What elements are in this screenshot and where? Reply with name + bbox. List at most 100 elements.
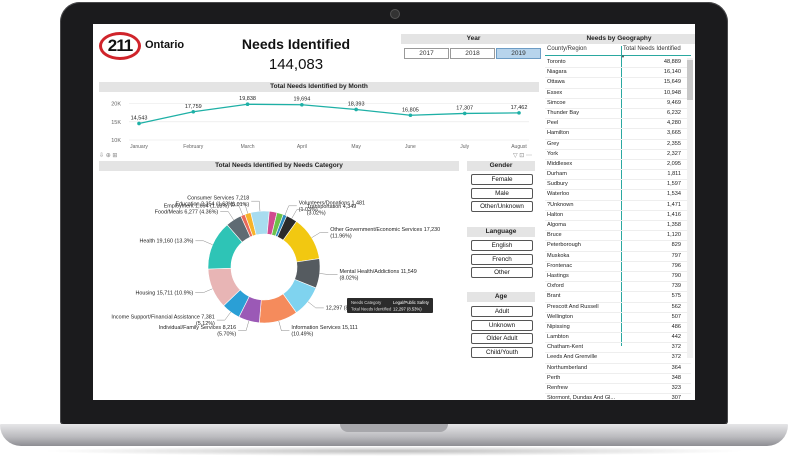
table-row[interactable]: Northumberland 364 bbox=[545, 364, 691, 374]
row-county: Northumberland bbox=[547, 364, 588, 371]
logo: 211 Ontario bbox=[99, 30, 189, 64]
gender-option-female[interactable]: Female bbox=[471, 174, 533, 185]
table-row[interactable]: Bruce 1,120 bbox=[545, 231, 691, 242]
table-row[interactable]: Perth 348 bbox=[545, 374, 691, 384]
data-point[interactable] bbox=[462, 111, 467, 116]
slice-label: Housing 15,711 (10.9%) bbox=[135, 290, 193, 296]
row-county: Sudbury bbox=[547, 181, 568, 188]
table-row[interactable]: Toronto 48,889 bbox=[545, 58, 691, 69]
data-label: 18,393 bbox=[348, 101, 365, 107]
column-total-needs[interactable]: Total Needs Identified bbox=[623, 46, 681, 52]
table-row[interactable]: Leeds And Grenville 372 bbox=[545, 353, 691, 364]
tooltip-value-label: Total Needs Identified bbox=[351, 307, 392, 312]
visual-header-icons[interactable]: ▽ ⊡ ⋯ bbox=[513, 153, 532, 159]
age-option-child-youth[interactable]: Child/Youth bbox=[471, 347, 533, 358]
row-value: 1,534 bbox=[667, 191, 681, 198]
row-county: Thunder Bay bbox=[547, 109, 580, 116]
table-row[interactable]: Oxford 739 bbox=[545, 282, 691, 293]
age-option-adult[interactable]: Adult bbox=[471, 306, 533, 317]
table-row[interactable]: Renfrew 323 bbox=[545, 384, 691, 395]
table-row[interactable]: Peterborough 829 bbox=[545, 241, 691, 252]
year-option-2018[interactable]: 2018 bbox=[450, 48, 495, 59]
slice-label: 12,297 (8.53%) bbox=[326, 306, 363, 312]
slice-label: Information Services 15,111 bbox=[291, 325, 357, 331]
row-value: 1,358 bbox=[667, 222, 681, 228]
slice-label: Employment 1,694 (1.18%) bbox=[164, 204, 230, 210]
geography-column-headers: County/Region Total Needs Identified bbox=[545, 46, 691, 56]
table-row[interactable]: Wellington 507 bbox=[545, 313, 691, 323]
table-row[interactable]: ?Unknown 1,471 bbox=[545, 201, 691, 211]
table-row[interactable]: Niagara 16,140 bbox=[545, 68, 691, 79]
gender-option-male[interactable]: Male bbox=[471, 188, 533, 199]
age-header: Age bbox=[467, 292, 535, 302]
table-row[interactable]: Simcoe 9,469 bbox=[545, 99, 691, 109]
table-row[interactable]: Hamilton 3,665 bbox=[545, 129, 691, 140]
category-chart-title: Total Needs Identified by Needs Category bbox=[99, 161, 459, 171]
data-label: 14,543 bbox=[131, 115, 148, 121]
table-row[interactable]: York 2,327 bbox=[545, 150, 691, 160]
table-row[interactable]: Essex 10,948 bbox=[545, 89, 691, 99]
row-county: Durham bbox=[547, 171, 567, 178]
age-option-older-adult[interactable]: Older Adult bbox=[471, 333, 533, 344]
table-row[interactable]: Hastings 790 bbox=[545, 272, 691, 283]
row-county: Ottawa bbox=[547, 79, 565, 86]
year-option-2019[interactable]: 2019 bbox=[496, 48, 541, 59]
geography-table: Toronto 48,889 Niagara 16,140 Ottawa 15,649 Es… bbox=[545, 58, 691, 400]
row-county: Waterloo bbox=[547, 191, 570, 198]
data-point[interactable] bbox=[245, 102, 250, 107]
table-row[interactable]: Peel 4,280 bbox=[545, 119, 691, 130]
camera-icon bbox=[391, 10, 399, 18]
geography-scrollbar[interactable] bbox=[687, 58, 693, 358]
data-point[interactable] bbox=[191, 109, 196, 114]
table-row[interactable]: Chatham-Kent 372 bbox=[545, 343, 691, 354]
table-row[interactable]: Durham 1,811 bbox=[545, 170, 691, 181]
row-county: Frontenac bbox=[547, 262, 573, 269]
year-option-2017[interactable]: 2017 bbox=[404, 48, 449, 59]
table-row[interactable]: Algoma 1,358 bbox=[545, 221, 691, 232]
language-option-french[interactable]: French bbox=[471, 254, 533, 265]
table-row[interactable]: Stormont, Dundas And Gl... 307 bbox=[545, 394, 691, 400]
column-county-region[interactable]: County/Region bbox=[547, 46, 587, 52]
tooltip-box bbox=[347, 298, 433, 313]
table-row[interactable]: Brant 575 bbox=[545, 292, 691, 303]
language-option-other[interactable]: Other bbox=[471, 267, 533, 278]
table-row[interactable]: Ottawa 15,649 bbox=[545, 78, 691, 89]
table-row[interactable]: Grey 2,355 bbox=[545, 140, 691, 150]
geography-scroll-thumb[interactable] bbox=[687, 60, 693, 100]
age-option-unknown[interactable]: Unknown bbox=[471, 320, 533, 331]
visual-toolbar-icons[interactable]: ⇩ ⊕ ⊞ bbox=[99, 153, 118, 159]
column-divider bbox=[621, 46, 622, 346]
laptop-shadow bbox=[40, 446, 748, 456]
leader-line bbox=[307, 301, 324, 309]
table-row[interactable]: Thunder Bay 6,232 bbox=[545, 109, 691, 120]
data-label: 16,805 bbox=[402, 107, 419, 113]
table-row[interactable]: Nipissing 486 bbox=[545, 323, 691, 334]
language-option-english[interactable]: English bbox=[471, 240, 533, 251]
row-value: 48,889 bbox=[663, 59, 681, 65]
table-row[interactable]: Lambton 442 bbox=[545, 333, 691, 344]
table-row[interactable]: Waterloo 1,534 bbox=[545, 190, 691, 201]
table-row[interactable]: Sudbury 1,597 bbox=[545, 180, 691, 191]
row-county: Nipissing bbox=[547, 323, 570, 330]
row-county: Hamilton bbox=[547, 130, 570, 137]
data-point[interactable] bbox=[517, 111, 521, 115]
data-point[interactable] bbox=[300, 102, 304, 107]
leader-line bbox=[284, 205, 297, 216]
row-county: ?Unknown bbox=[547, 201, 574, 208]
table-row[interactable]: Muskoka 797 bbox=[545, 252, 691, 262]
series-line bbox=[138, 103, 520, 125]
table-row[interactable]: Middlesex 2,095 bbox=[545, 160, 691, 171]
table-row[interactable]: Prescott And Russell 562 bbox=[545, 303, 691, 313]
sort-descending-icon[interactable]: ▼ bbox=[621, 54, 625, 59]
row-county: Bruce bbox=[547, 232, 562, 239]
row-value: 575 bbox=[671, 293, 681, 300]
table-row[interactable]: Frontenac 796 bbox=[545, 262, 691, 272]
row-county: Essex bbox=[547, 89, 563, 96]
gender-option-other[interactable]: Other/Unknown bbox=[471, 201, 533, 212]
donut-slice[interactable] bbox=[271, 212, 284, 237]
row-county: Leeds And Grenville bbox=[547, 354, 598, 361]
data-point[interactable] bbox=[137, 121, 141, 126]
table-row[interactable]: Halton 1,416 bbox=[545, 211, 691, 221]
data-point[interactable] bbox=[408, 113, 413, 118]
data-point[interactable] bbox=[354, 107, 358, 112]
